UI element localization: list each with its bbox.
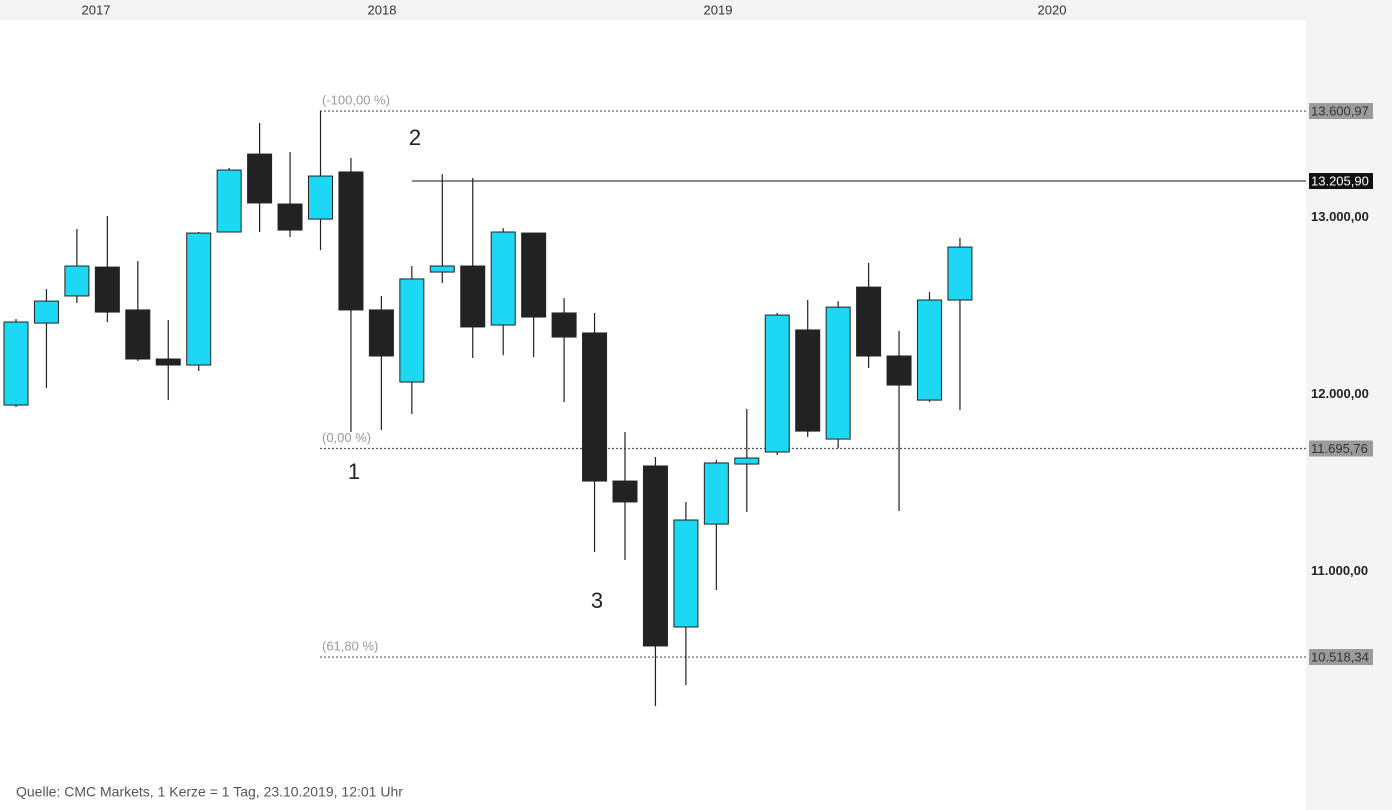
x-tick-label: 2019	[704, 2, 733, 17]
y-tick-label: 11.000,00	[1311, 563, 1368, 578]
candle-body	[155, 358, 181, 366]
candle-body	[94, 266, 120, 313]
price-axis-band	[1306, 20, 1392, 810]
candle-body	[734, 457, 760, 465]
candle-body	[612, 480, 638, 503]
candle-body	[795, 329, 821, 432]
level-ratio: (61,80 %)	[322, 638, 378, 653]
current-label: 13.205,90	[1311, 173, 1369, 188]
level-label: 11.695,76	[1311, 441, 1368, 456]
level-ratio: (0,00 %)	[322, 430, 371, 445]
y-tick-label: 13.000,00	[1311, 209, 1369, 224]
candle-body	[216, 169, 242, 233]
candle-body	[764, 314, 790, 453]
candle-body	[429, 265, 455, 273]
level-ratio: (-100,00 %)	[322, 92, 390, 107]
candle-body	[521, 232, 547, 318]
candle-body	[673, 519, 699, 628]
source-note: Quelle: CMC Markets, 1 Kerze = 1 Tag, 23…	[16, 784, 403, 800]
wave-label: 2	[409, 125, 421, 150]
time-axis-band	[0, 0, 1392, 20]
level-label: 13.600,97	[1311, 103, 1369, 118]
candle-body	[825, 306, 851, 440]
candle-body	[582, 332, 608, 482]
candle-body	[277, 203, 303, 231]
level-badge	[1309, 440, 1373, 457]
candle-body	[247, 153, 273, 204]
wave-label: 3	[591, 588, 603, 613]
candle-body	[308, 175, 333, 220]
candle-body	[33, 300, 59, 324]
level-badge	[1309, 103, 1373, 120]
candle-body	[3, 321, 29, 406]
y-tick-label: 12.000,00	[1311, 386, 1369, 401]
level-badge	[1309, 649, 1373, 666]
level-label: 10.518,34	[1311, 649, 1369, 664]
x-tick-label: 2018	[368, 2, 397, 17]
wave-label: 1	[348, 459, 360, 484]
candle-body	[551, 312, 577, 338]
candle-body	[368, 309, 394, 357]
candle-body	[64, 265, 90, 297]
candle-body	[642, 465, 668, 647]
current-badge	[1309, 173, 1373, 190]
candle-body	[947, 246, 973, 301]
candle-body	[856, 286, 882, 357]
candle-body	[703, 462, 729, 525]
candle-body	[186, 232, 212, 366]
candle-body	[125, 309, 151, 360]
candle-body	[886, 355, 912, 386]
candle-body	[399, 278, 425, 383]
x-tick-label: 2020	[1038, 2, 1067, 17]
candle-body	[917, 299, 942, 401]
candle-body	[460, 265, 486, 328]
candle-body	[338, 171, 364, 311]
x-tick-label: 2017	[82, 2, 111, 17]
candle-body	[490, 231, 516, 326]
